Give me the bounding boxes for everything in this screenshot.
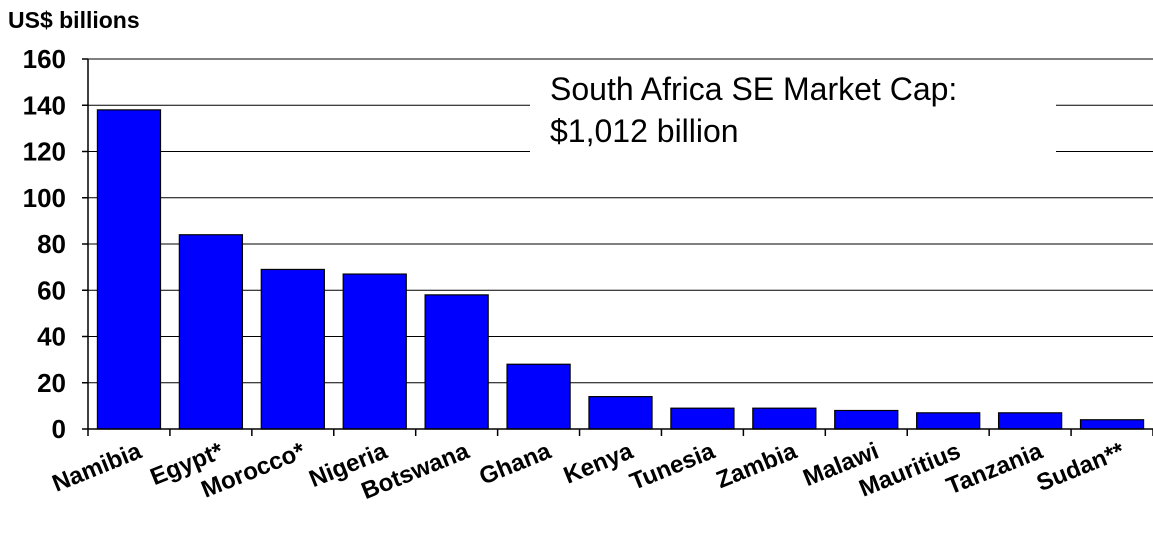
y-tick-labels: 0 20 40 60 80 100 120 140 160: [23, 44, 66, 444]
x-tick-label: Tunesia: [626, 437, 719, 496]
bar: [834, 409, 899, 430]
x-tick-label: Tanzania: [943, 437, 1047, 500]
annotation-line-2: $1,012 billion: [550, 113, 739, 149]
bar: [916, 412, 981, 430]
x-tick-label: Namibia: [49, 437, 146, 497]
y-tick-label: 80: [37, 229, 66, 259]
bar: [1079, 419, 1145, 430]
bar: [260, 268, 325, 430]
x-tick-label: Kenya: [560, 437, 638, 489]
y-tick-label: 60: [37, 275, 66, 305]
y-tick-label: 100: [23, 183, 66, 213]
annotation-box: South Africa SE Market Cap: $1,012 billi…: [530, 62, 1056, 156]
x-tick-label: Sudan**: [1033, 437, 1129, 497]
bar: [670, 407, 735, 430]
annotation-line-1: South Africa SE Market Cap:: [550, 71, 957, 107]
y-tick-label: 0: [52, 414, 66, 444]
x-tick-label: Zambia: [713, 437, 802, 494]
bar: [342, 273, 407, 430]
bar: [178, 234, 244, 430]
bar: [506, 363, 571, 430]
bar: [424, 294, 489, 430]
y-axis-unit-label: US$ billions: [8, 7, 140, 33]
bar: [96, 109, 162, 430]
bar: [997, 412, 1063, 430]
y-tick-label: 20: [37, 368, 66, 398]
bar: [752, 407, 817, 430]
bars: [96, 109, 1145, 430]
axes: [82, 58, 1153, 436]
y-tick-label: 40: [37, 322, 66, 352]
y-tick-label: 140: [23, 90, 66, 120]
y-tick-label: 120: [23, 137, 66, 167]
x-tick-label: Ghana: [475, 437, 555, 490]
bar: [588, 396, 653, 430]
y-tick-label: 160: [23, 44, 66, 74]
